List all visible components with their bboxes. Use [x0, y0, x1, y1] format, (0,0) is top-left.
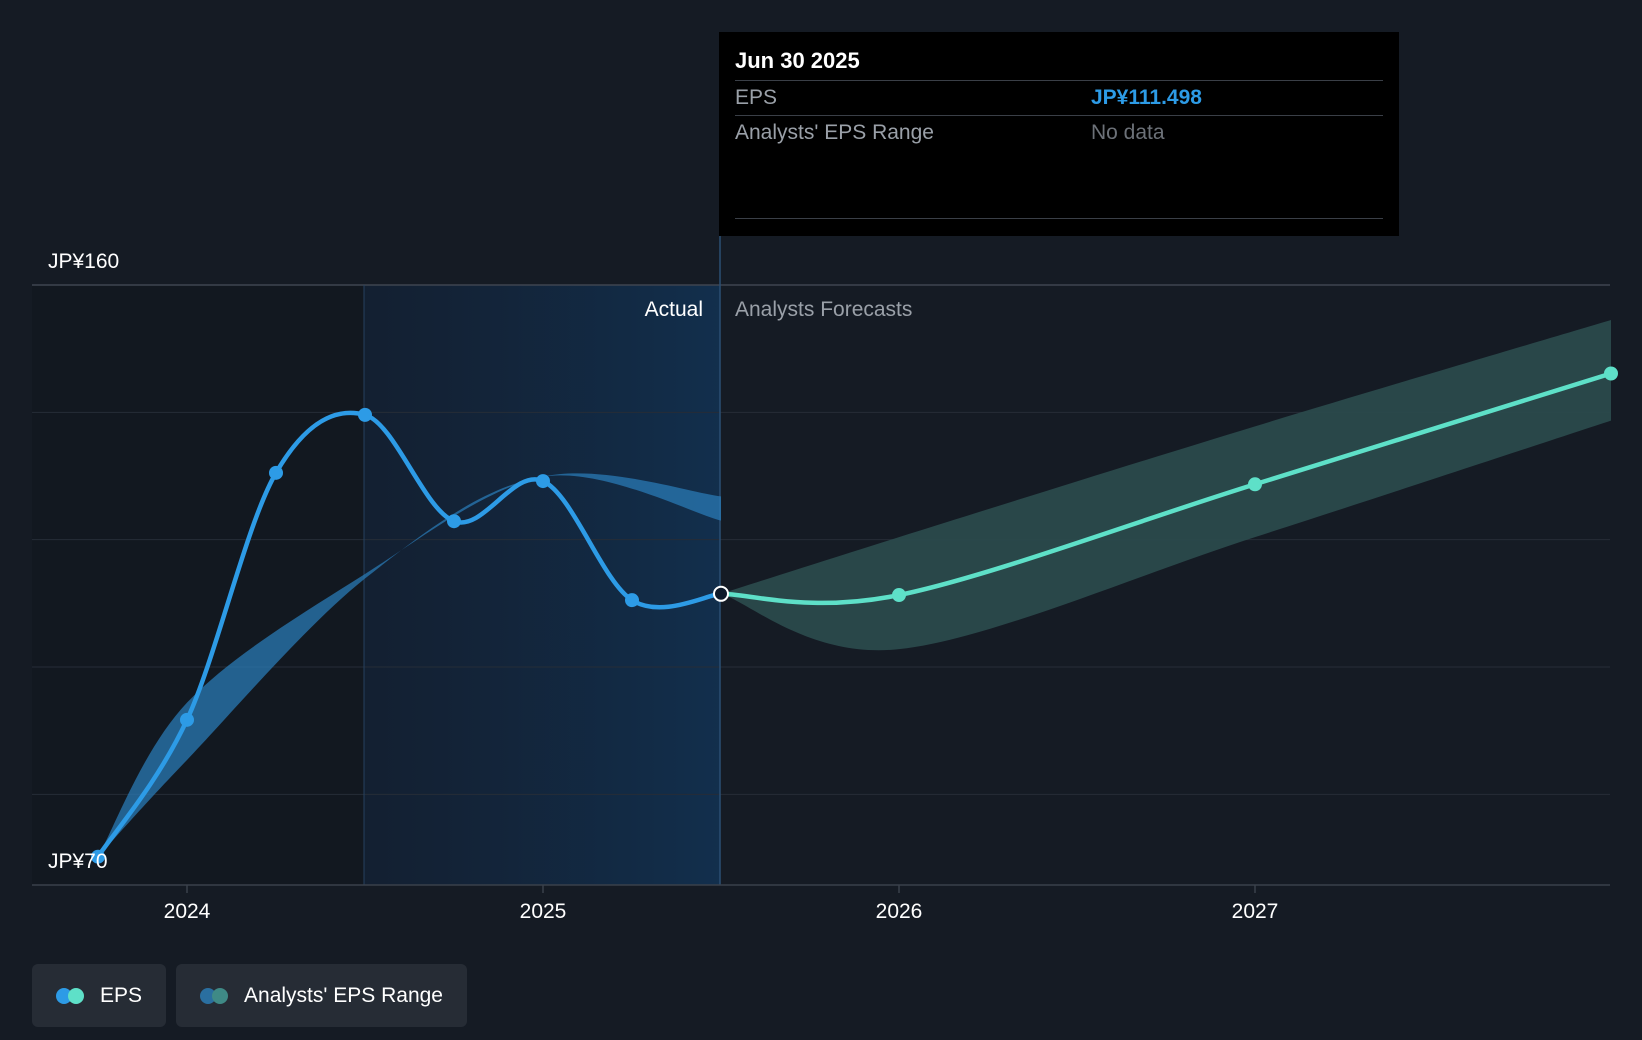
x-tick-label: 2027 — [1232, 900, 1279, 923]
tooltip-range-value: No data — [1091, 121, 1165, 144]
tooltip-range-label: Analysts' EPS Range — [735, 121, 934, 144]
legend-label-range: Analysts' EPS Range — [244, 983, 443, 1007]
x-ticks: 2024 2025 2026 2027 — [164, 885, 1279, 923]
legend-item-eps[interactable]: EPS — [32, 964, 167, 1027]
eps-point[interactable] — [625, 593, 639, 608]
y-bottom-label: JP¥70 — [48, 850, 108, 873]
forecast-label: Analysts Forecasts — [735, 298, 912, 321]
x-tick-label: 2026 — [876, 900, 923, 923]
tooltip-eps-row: EPS JP¥111.498 — [735, 80, 1383, 115]
current-eps-point[interactable] — [713, 585, 729, 602]
analyst-range-forecast — [721, 320, 1611, 651]
legend-item-range[interactable]: Analysts' EPS Range — [176, 964, 467, 1027]
forecast-point[interactable] — [1248, 477, 1262, 492]
eps-point[interactable] — [358, 407, 372, 422]
tooltip-date: Jun 30 2025 — [735, 48, 860, 73]
eps-point[interactable] — [536, 474, 550, 489]
data-points — [91, 366, 1618, 864]
eps-point[interactable] — [269, 465, 283, 480]
tooltip-eps-value: JP¥111.498 — [1091, 86, 1202, 109]
eps-point[interactable] — [91, 849, 105, 864]
tooltip-range-row: Analysts' EPS Range No data — [735, 115, 1383, 150]
tooltip-divider — [735, 218, 1383, 219]
eps-point[interactable] — [447, 514, 461, 529]
x-tick-label: 2025 — [520, 900, 567, 923]
past-shade — [32, 285, 364, 885]
actual-label: Actual — [645, 298, 703, 321]
forecast-point[interactable] — [892, 588, 906, 603]
eps-point[interactable] — [180, 712, 194, 727]
grid-lines — [32, 284, 1610, 795]
legend: EPS Analysts' EPS Range — [32, 964, 467, 1027]
range-legend-icon — [200, 987, 230, 1004]
y-top-label: JP¥160 — [48, 250, 119, 273]
forecast-point[interactable] — [1604, 366, 1618, 381]
eps-legend-icon — [56, 987, 86, 1004]
tooltip-eps-label: EPS — [735, 86, 778, 109]
actual-region — [364, 285, 720, 885]
legend-label-eps: EPS — [100, 983, 143, 1007]
eps-line — [95, 410, 724, 859]
tooltip: Jun 30 2025 EPS JP¥111.498 Analysts' EPS… — [719, 32, 1399, 236]
x-tick-label: 2024 — [164, 900, 211, 923]
eps-forecast-line — [718, 371, 1614, 606]
